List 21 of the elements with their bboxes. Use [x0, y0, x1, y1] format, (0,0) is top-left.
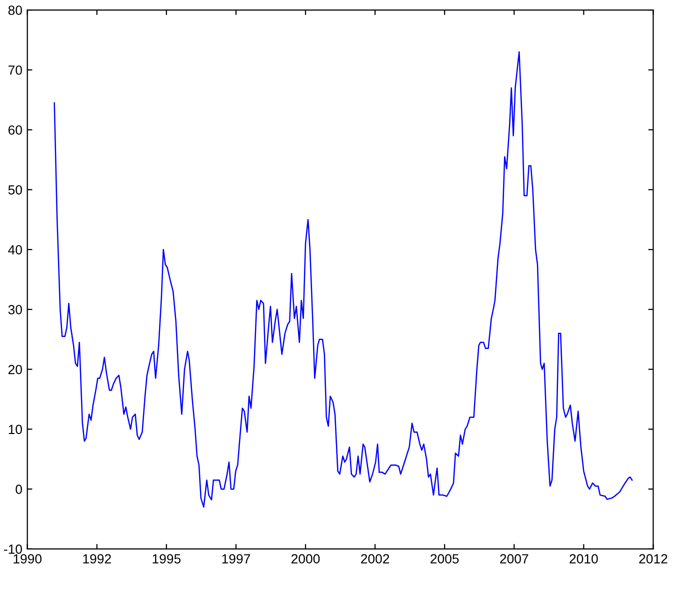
- x-tick-label: 1990: [14, 554, 42, 564]
- y-tick-label: 0: [16, 484, 22, 494]
- x-tick-label: 2007: [500, 554, 528, 564]
- y-tick-label: 20: [8, 364, 22, 374]
- x-tick-label: 2010: [570, 554, 598, 564]
- x-tick-label: 2012: [639, 554, 668, 564]
- y-tick-label: -10: [4, 544, 22, 554]
- y-tick-label: 70: [8, 65, 22, 75]
- y-tick-label: 10: [8, 424, 22, 434]
- y-tick-label: 30: [8, 304, 22, 314]
- x-tick-label: 2005: [430, 554, 459, 564]
- x-tick-label: 1995: [152, 554, 181, 564]
- x-tick-label: 2000: [292, 554, 320, 564]
- y-tick-label: 60: [8, 125, 22, 135]
- x-tick-label: 2002: [361, 554, 390, 564]
- y-tick-label: 80: [8, 6, 22, 15]
- y-tick-label: 50: [8, 185, 22, 195]
- x-tick-label: 1997: [222, 554, 250, 564]
- y-tick-label: 40: [8, 245, 22, 254]
- x-tick-label: 1992: [83, 554, 111, 564]
- line-series: [54, 51, 633, 508]
